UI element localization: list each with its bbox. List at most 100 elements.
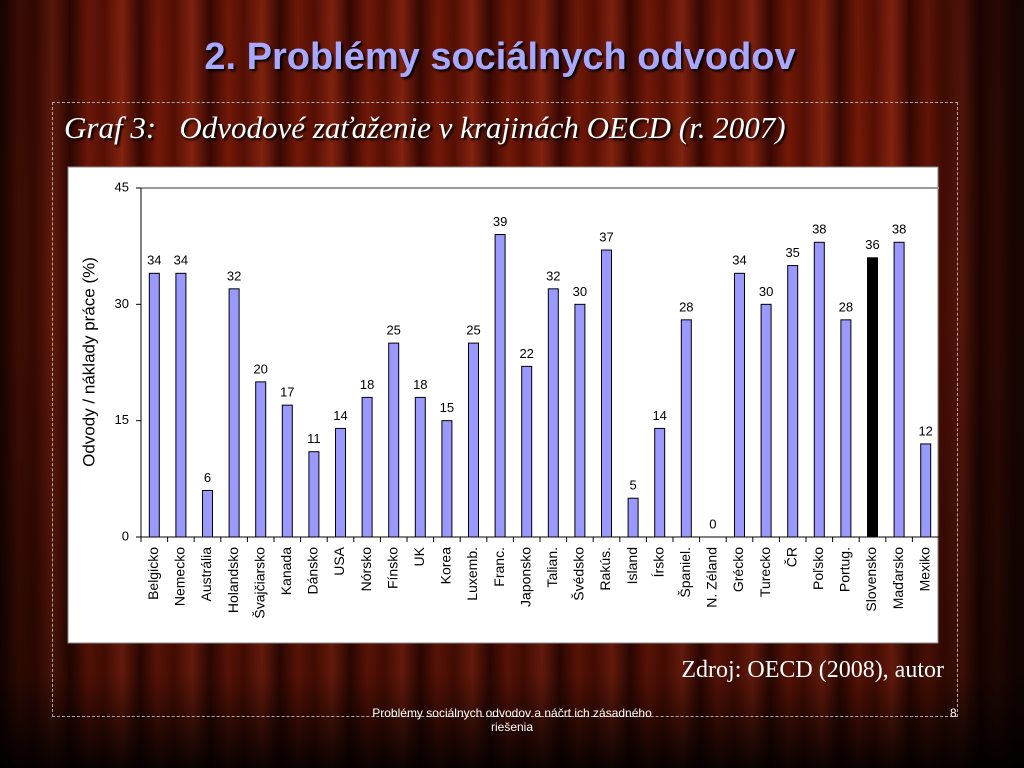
bar: [601, 249, 612, 538]
data-label: 34: [174, 253, 188, 268]
bar: [494, 234, 506, 538]
y-tick-label: 15: [115, 412, 129, 427]
bar: [574, 303, 586, 538]
x-tick-label: N. Zéland: [704, 547, 720, 608]
data-label: 18: [360, 377, 374, 392]
x-tick-label: Holandsko: [225, 547, 241, 613]
x-tick-label: USA: [331, 546, 347, 575]
bar: [175, 272, 187, 538]
frame: [52, 102, 958, 717]
x-tick-label: Slovensko: [863, 547, 879, 612]
x-tick-label: Nemecko: [172, 547, 188, 606]
bar: [281, 404, 293, 538]
data-label: 15: [440, 400, 454, 415]
data-label: 32: [546, 268, 560, 283]
x-tick-label: Island: [624, 547, 640, 584]
bar: [468, 342, 479, 538]
x-tick-label: Nórsko: [358, 547, 374, 592]
data-label: 38: [812, 222, 826, 237]
chart-title: Graf 3: Odvodové zaťaženie v krajinách O…: [64, 110, 786, 145]
data-label: 20: [253, 361, 267, 376]
x-tick-label: Švajčiarsko: [251, 547, 267, 619]
data-label: 37: [599, 229, 613, 244]
data-label: 39: [493, 214, 507, 229]
x-tick-label: Talian.: [544, 547, 560, 587]
bar: [654, 427, 666, 538]
y-axis-label: Odvody / náklady práce (%): [79, 257, 98, 467]
x-tick-label: Maďarsko: [890, 547, 906, 610]
y-tick-label: 45: [115, 179, 129, 194]
x-tick-label: ČR: [783, 547, 799, 567]
bar: [414, 396, 426, 538]
y-tick-label: 30: [115, 296, 129, 311]
x-tick-label: Fínsko: [384, 547, 400, 589]
footer: Problémy sociálnych odvodov a náčrt ich …: [372, 706, 652, 734]
x-tick-label: Rakús.: [597, 547, 613, 591]
data-label: 35: [785, 245, 799, 260]
data-label: 32: [227, 268, 241, 283]
bar: [840, 319, 852, 538]
data-label: 6: [204, 470, 211, 485]
data-label: 14: [652, 408, 666, 423]
x-tick-label: Turecko: [757, 547, 773, 597]
x-tick-label: Austrália: [198, 547, 214, 602]
bar: [813, 241, 825, 538]
bar: [627, 497, 639, 538]
data-label: 28: [679, 299, 693, 314]
x-tick-label: Japonsko: [517, 547, 533, 607]
bar: [361, 396, 373, 538]
data-label: 22: [519, 346, 533, 361]
data-label: 30: [759, 284, 773, 299]
bar: [547, 288, 559, 538]
page-number: 8: [950, 706, 957, 720]
data-label: 28: [839, 299, 853, 314]
y-tick-label: 0: [122, 528, 129, 543]
source: Zdroj: OECD (2008), autor: [681, 657, 944, 683]
data-label: 14: [333, 408, 347, 423]
bar: [335, 427, 346, 538]
x-tick-label: Španiel.: [677, 547, 693, 598]
bar: [867, 257, 878, 538]
bar: [441, 420, 453, 538]
bar: [148, 272, 160, 538]
data-label: 34: [732, 253, 746, 268]
x-tick-label: Dánsko: [305, 547, 321, 595]
bar: [228, 288, 240, 538]
x-tick-label: Poľsko: [810, 547, 826, 590]
bar: [893, 241, 905, 538]
bar: [308, 451, 320, 538]
data-label: 38: [892, 222, 906, 237]
data-label: 12: [918, 423, 932, 438]
data-label: 17: [280, 385, 294, 400]
x-tick-label: Korea: [438, 547, 454, 585]
x-tick-label: Mexiko: [916, 547, 932, 592]
bar: [202, 489, 213, 538]
slide-title: 2. Problémy sociálnych odvodov: [204, 36, 796, 78]
data-label: 5: [629, 478, 636, 493]
data-label: 18: [413, 377, 427, 392]
data-label: 25: [386, 323, 400, 338]
bar: [680, 319, 692, 538]
x-tick-label: Luxemb.: [464, 547, 480, 601]
bar: [521, 365, 533, 538]
bar: [920, 443, 932, 538]
x-tick-label: Švédsko: [571, 547, 587, 601]
bar: [734, 272, 745, 538]
data-label: 34: [147, 253, 161, 268]
x-tick-label: Írsko: [650, 547, 666, 578]
data-label: 30: [573, 284, 587, 299]
x-tick-label: UK: [411, 546, 427, 566]
x-tick-label: Franc.: [491, 547, 507, 587]
data-label: 11: [307, 431, 321, 446]
bar: [787, 265, 799, 538]
x-tick-label: Portug.: [837, 547, 853, 592]
data-label: 25: [466, 323, 480, 338]
bar: [388, 342, 400, 538]
x-tick-label: Grécko: [730, 547, 746, 592]
bar: [255, 381, 267, 538]
x-tick-label: Kanada: [278, 547, 294, 595]
data-label: 36: [865, 237, 879, 252]
x-tick-label: Belgicko: [145, 547, 161, 600]
